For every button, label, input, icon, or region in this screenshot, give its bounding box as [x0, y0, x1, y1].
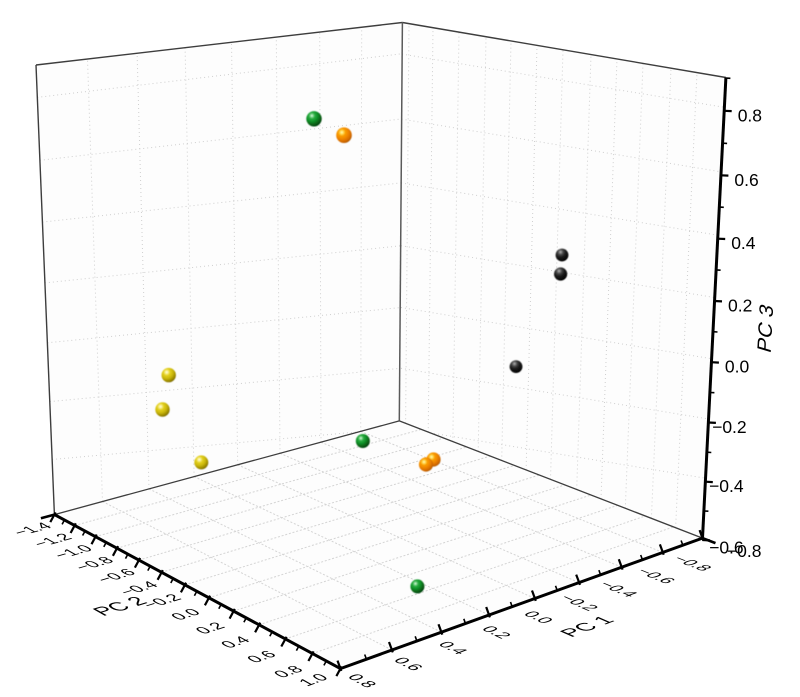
- svg-text:0.8: 0.8: [738, 105, 762, 125]
- svg-text:0.2: 0.2: [728, 296, 752, 316]
- svg-text:PC 3: PC 3: [754, 301, 778, 355]
- svg-text:0.0: 0.0: [725, 357, 750, 377]
- svg-text:−0.2: −0.2: [712, 417, 747, 437]
- svg-text:0.4: 0.4: [731, 233, 756, 253]
- svg-text:−0.4: −0.4: [709, 476, 744, 496]
- svg-text:−0.8: −0.8: [727, 541, 762, 561]
- svg-text:0.6: 0.6: [734, 170, 758, 190]
